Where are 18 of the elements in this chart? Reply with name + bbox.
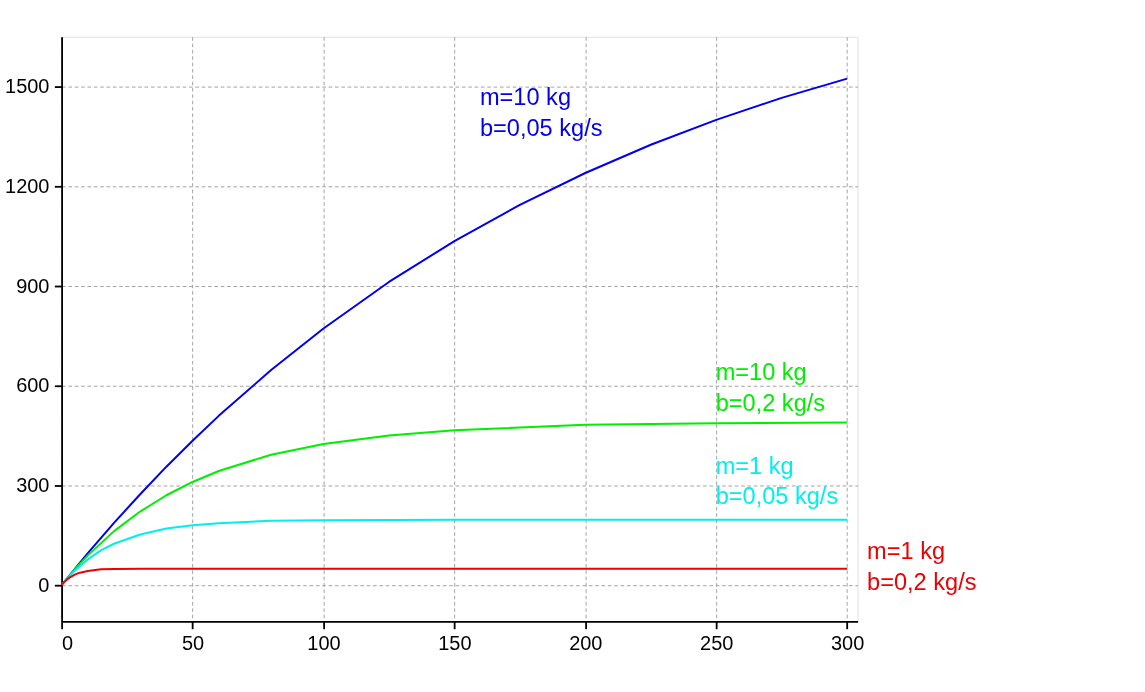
y-tick-label: 1200: [5, 175, 50, 198]
y-tick-label: 900: [16, 274, 50, 297]
x-tick-label: 300: [830, 632, 865, 655]
x-tick-label: 0: [62, 632, 74, 655]
line-series: [61, 567, 849, 586]
y-tick-label: 0: [38, 573, 50, 596]
y-tick-label: 600: [16, 374, 50, 397]
x-tick-label: 50: [181, 632, 205, 655]
x-tick-label: 150: [438, 632, 472, 655]
x-tick-label: 250: [700, 632, 734, 655]
y-tick-label: 300: [16, 474, 50, 497]
series-label: m=10 kg b=0,05 kg/s: [479, 83, 603, 141]
series-label: m=1 kg b=0,05 kg/s: [715, 452, 839, 510]
series-label: m=1 kg b=0,2 kg/s: [867, 537, 977, 595]
x-tick-label: 200: [569, 632, 603, 655]
y-tick-label: 1500: [5, 75, 50, 98]
series-label: m=10 kg b=0,2 kg/s: [715, 358, 826, 416]
x-tick-label: 100: [307, 632, 341, 655]
